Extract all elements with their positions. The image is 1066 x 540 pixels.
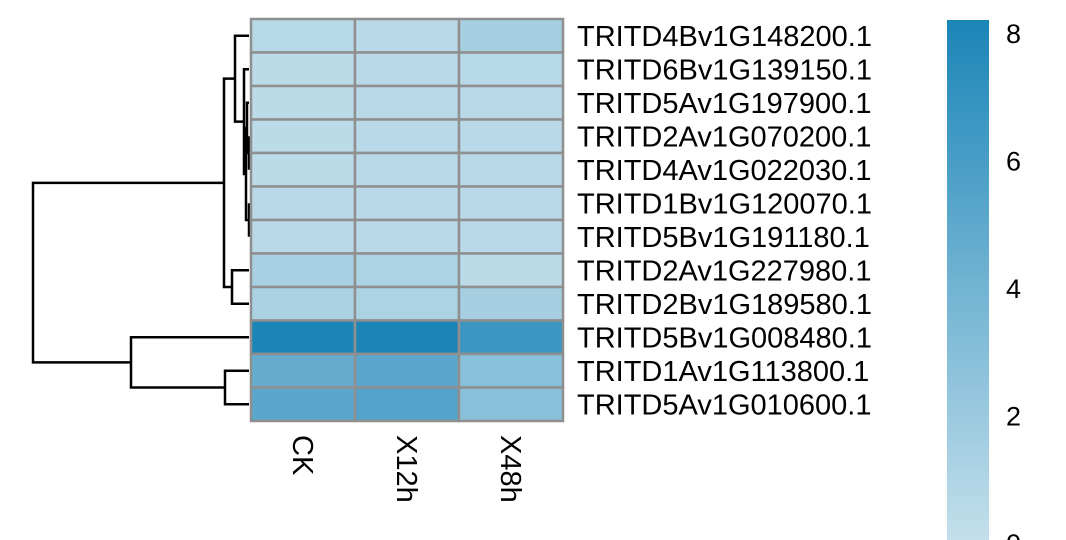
heatmap-cell [457, 352, 565, 389]
heatmap-cell [353, 51, 461, 88]
heatmap-cell [249, 84, 357, 121]
legend-tick-label: 4 [1006, 274, 1021, 304]
row-label: TRITD2Av1G070200.1 [577, 121, 871, 153]
heatmap-cell [457, 319, 565, 356]
dendrogram-branch [31, 181, 224, 364]
heatmap-cell [353, 252, 461, 289]
heatmap-cell [249, 51, 357, 88]
row-labels: TRITD4Bv1G148200.1TRITD6Bv1G139150.1TRIT… [577, 21, 872, 422]
heatmap-cell [249, 185, 357, 222]
row-label: TRITD5Av1G010600.1 [577, 389, 871, 421]
dendrogram-branch [223, 369, 249, 406]
heatmap-cell [457, 285, 565, 322]
heatmap-cell [353, 218, 461, 255]
heatmap-cell [457, 51, 565, 88]
heatmap-cells [249, 17, 565, 423]
row-label: TRITD4Av1G022030.1 [577, 155, 871, 187]
heatmap-cell [249, 352, 357, 389]
heatmap-cell [249, 118, 357, 155]
heatmap-cell [353, 185, 461, 222]
heatmap-cell [353, 285, 461, 322]
heatmap-cell [457, 118, 565, 155]
dendrogram-branch [129, 336, 249, 389]
heatmap-cell [249, 319, 357, 356]
heatmap-cell [249, 252, 357, 289]
heatmap-cell [249, 151, 357, 188]
row-label: TRITD5Bv1G191180.1 [577, 222, 870, 254]
heatmap-cell [457, 252, 565, 289]
column-label: CK [286, 435, 318, 476]
dendrogram-branch [230, 269, 249, 305]
dendrogram-branch [222, 77, 235, 289]
row-label: TRITD1Bv1G120070.1 [577, 188, 872, 220]
row-label: TRITD1Av1G113800.1 [577, 356, 869, 388]
legend-color-bar [947, 20, 989, 540]
color-legend: 0 2 4 6 8 [947, 19, 1021, 540]
heatmap-cell [457, 17, 565, 54]
heatmap-cell [353, 319, 461, 356]
heatmap-cell [353, 118, 461, 155]
heatmap-cell [249, 386, 357, 423]
column-label: X48h [494, 435, 526, 503]
heatmap-cell [457, 84, 565, 121]
heatmap-cell [353, 17, 461, 54]
heatmap-cell [249, 218, 357, 255]
heatmap-cell [249, 285, 357, 322]
heatmap-cell [457, 218, 565, 255]
heatmap-cell [353, 386, 461, 423]
row-dendrogram [31, 34, 251, 406]
column-label: X12h [390, 435, 422, 503]
legend-tick-label: 6 [1006, 147, 1021, 177]
heatmap-cell [353, 84, 461, 121]
legend-tick-label: 0 [1006, 529, 1021, 540]
row-label: TRITD6Bv1G139150.1 [577, 54, 872, 86]
heatmap-cell [353, 352, 461, 389]
heatmap-cell [457, 185, 565, 222]
row-label: TRITD2Av1G227980.1 [577, 255, 871, 287]
heatmap-cell [249, 17, 357, 54]
row-label: TRITD5Bv1G008480.1 [577, 322, 872, 354]
legend-tick-label: 2 [1006, 402, 1021, 432]
row-label: TRITD4Bv1G148200.1 [577, 21, 872, 53]
heatmap-cell [457, 386, 565, 423]
heatmap-cell [353, 151, 461, 188]
row-label: TRITD5Av1G197900.1 [577, 88, 871, 120]
column-labels: CK X12h X48h [286, 435, 526, 503]
legend-tick-label: 8 [1006, 19, 1021, 49]
heatmap-cell [457, 151, 565, 188]
row-label: TRITD2Bv1G189580.1 [577, 289, 872, 321]
